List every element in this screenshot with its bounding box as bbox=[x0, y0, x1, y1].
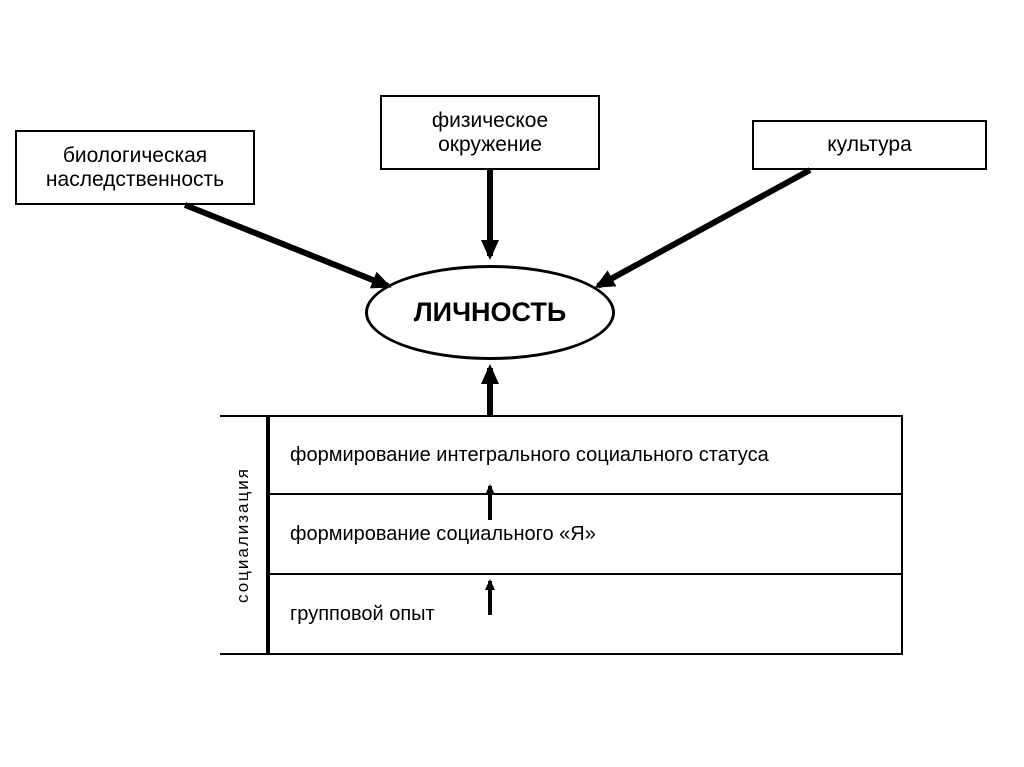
table-row: формирование социального «Я» bbox=[268, 495, 903, 575]
socialization-table: социализация формирование интегрального … bbox=[220, 415, 903, 655]
table-row-label: групповой опыт bbox=[290, 603, 435, 626]
table-side-label: социализация bbox=[220, 415, 268, 655]
table-row-label: формирование социального «Я» bbox=[290, 523, 596, 546]
table-row: формирование интегрального социального с… bbox=[268, 415, 903, 495]
table-rows: формирование интегрального социального с… bbox=[268, 415, 903, 655]
table-row-label: формирование интегрального социального с… bbox=[290, 444, 769, 467]
table-row: групповой опыт bbox=[268, 575, 903, 655]
